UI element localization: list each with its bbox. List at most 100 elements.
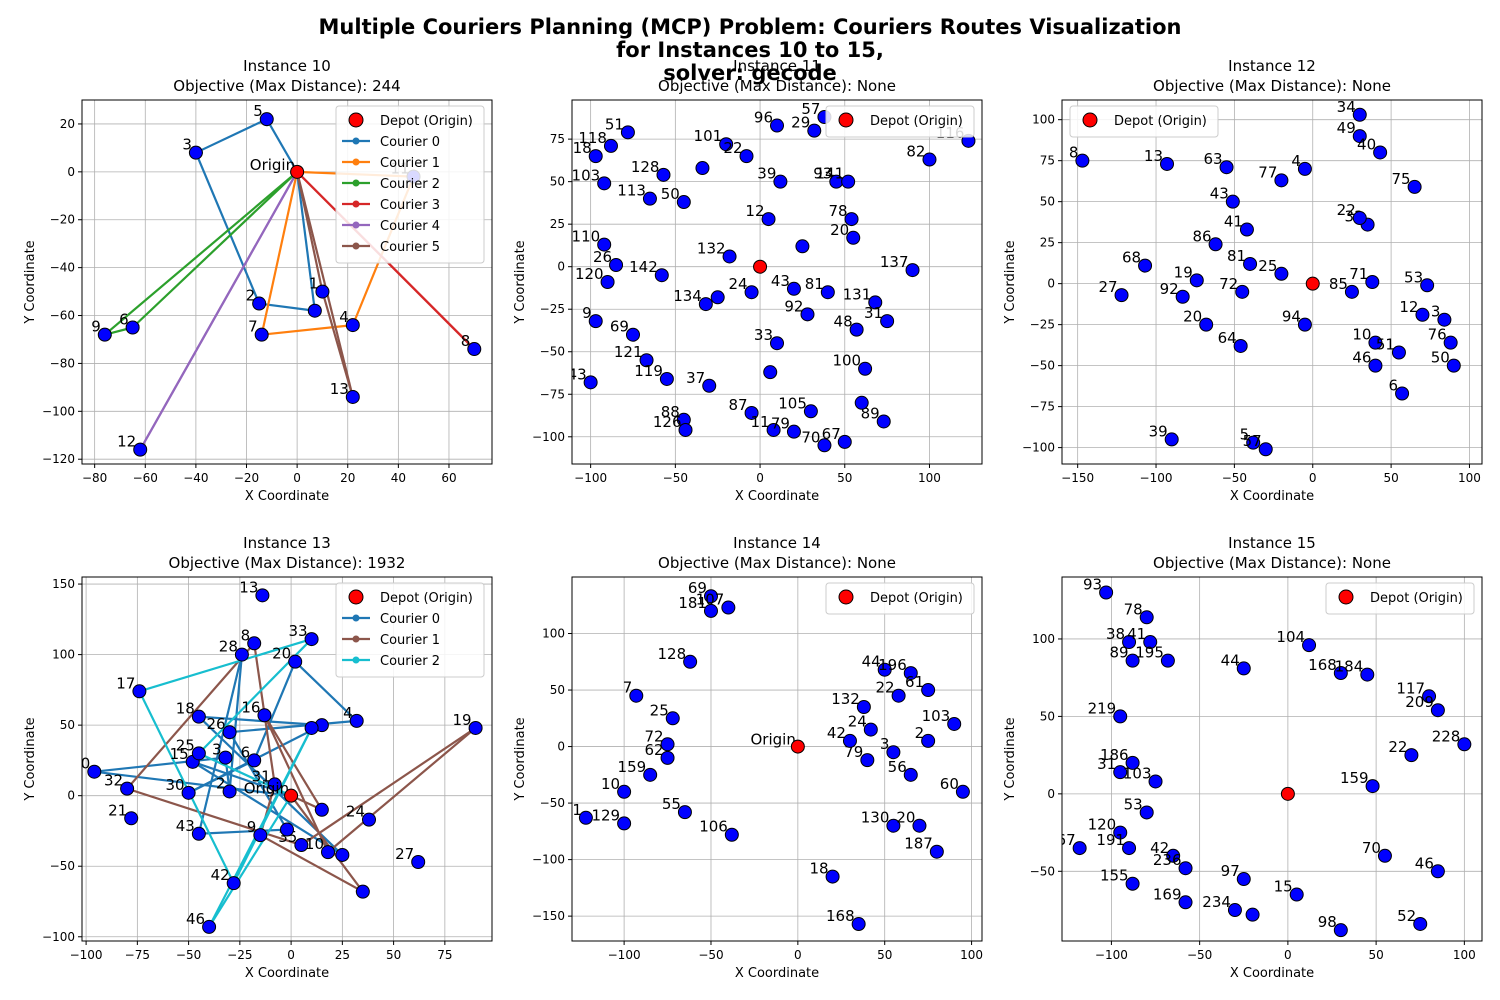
customer-point [1245, 907, 1260, 922]
plot-area [572, 577, 982, 941]
customer-label: 22 [1388, 738, 1407, 756]
customer-label: 10 [305, 835, 324, 853]
y-tick-label: −50 [540, 796, 565, 810]
customer-point [702, 378, 717, 393]
y-tick-label: −100 [42, 404, 75, 418]
subplot-2: −150 −100 −50 0 50 100 −100 −75 −50 −25 0 25 50 75 100… [1003, 57, 1483, 504]
legend-label: Depot (Origin) [1114, 114, 1207, 129]
customer-point [1457, 737, 1472, 752]
customer-point [1189, 273, 1204, 288]
customer-label: 6 [241, 743, 251, 761]
y-tick-label: −100 [1022, 441, 1055, 455]
customer-label: 53 [1404, 268, 1423, 286]
customer-label: 128 [631, 158, 660, 176]
customer-point [763, 365, 778, 380]
customer-label: 5 [253, 102, 263, 120]
legend-label: Courier 0 [380, 612, 440, 627]
customer-point [1404, 748, 1419, 763]
x-tick-label: −25 [227, 948, 252, 962]
customer-point [1227, 903, 1242, 918]
customer-label: 43 [176, 817, 195, 835]
customer-label: 92 [1160, 280, 1179, 298]
customer-point [1113, 825, 1128, 840]
customer-point [1365, 275, 1380, 289]
customer-label: 42 [211, 866, 230, 884]
y-axis-label: Y Coordinate [513, 240, 528, 324]
customer-label: 77 [1258, 163, 1277, 181]
customer-point [719, 137, 734, 152]
customer-label: 28 [219, 638, 238, 656]
customer-point [597, 176, 612, 191]
customer-point [304, 720, 319, 735]
x-tick-label: 50 [386, 948, 401, 962]
customer-label: 85 [1329, 275, 1348, 293]
customer-label: 11 [751, 413, 770, 431]
route-segment [126, 787, 302, 847]
route-segment [94, 756, 226, 773]
y-tick-label: 75 [1040, 154, 1055, 168]
route-segment [265, 118, 299, 173]
plot-frame [571, 99, 983, 465]
customer-point [411, 854, 426, 869]
x-axis-label: X Coordinate [735, 966, 819, 981]
legend-label: Courier 3 [380, 198, 440, 213]
customer-label: 17 [116, 674, 135, 692]
y-tick-label: −120 [42, 452, 75, 466]
customer-label: 57 [1243, 432, 1262, 450]
x-tick-label: −100 [1140, 471, 1173, 485]
customer-point [642, 191, 657, 206]
y-tick-label: 100 [1032, 632, 1055, 646]
route-segment [104, 171, 298, 336]
customer-point [603, 138, 618, 153]
x-tick-label: −100 [574, 471, 607, 485]
customer-label: 9 [247, 818, 257, 836]
customer-label: 93 [1083, 575, 1102, 593]
subplot-3: −100 −75 −50 −25 0 25 50 75 −100 −50 0 50 100 150 Inst… [23, 534, 493, 981]
customer-point [1219, 160, 1234, 175]
x-tick-label: 0 [794, 948, 802, 962]
customer-label: 107 [696, 591, 725, 609]
plot-content: 3449408136347577433322418668271953719212… [1069, 100, 1461, 457]
customer-label: 137 [880, 253, 909, 271]
customer-label: 44 [862, 653, 881, 671]
subplot-subtitle: Objective (Max Distance): None [658, 554, 896, 572]
subplot-title: Instance 14 [733, 534, 821, 552]
customer-point [851, 917, 866, 932]
customer-point [609, 257, 624, 272]
x-tick-label: −50 [698, 948, 723, 962]
customer-point [656, 167, 671, 182]
customer-label: 104 [1276, 628, 1305, 646]
customer-label: 88 [661, 403, 680, 421]
customer-point [660, 750, 675, 765]
legend: Depot (Origin) [825, 582, 975, 615]
customer-label: 120 [1088, 816, 1117, 834]
figure-title-line-3: solver: gecode [663, 61, 837, 85]
customer-point [922, 152, 937, 167]
y-tick-label: 100 [542, 627, 565, 641]
customer-label: 87 [728, 396, 747, 414]
legend-box [825, 582, 975, 615]
x-tick-label: −60 [133, 471, 158, 485]
customer-label: 25 [176, 736, 195, 754]
customer-point [120, 781, 135, 796]
legend-depot-marker [838, 589, 854, 605]
depot-point [284, 788, 299, 803]
plot-frame [1061, 576, 1483, 942]
subplot-5: −100 −50 0 50 100 −50 0 50 100 Instance 15 Objecti… [1003, 534, 1483, 981]
y-tick-label: 20 [60, 117, 75, 131]
y-tick-label: −25 [1030, 318, 1055, 332]
customer-point [795, 239, 810, 254]
y-tick-label: 50 [60, 718, 75, 732]
depot-point [790, 739, 805, 754]
x-axis-label: X Coordinate [245, 489, 329, 504]
customer-label: 4 [1291, 152, 1301, 170]
customer-label: 21 [108, 801, 127, 819]
customer-label: 132 [697, 239, 726, 257]
customer-label: 12 [1399, 298, 1418, 316]
customer-label: 31 [1097, 755, 1116, 773]
customer-label: 63 [1203, 150, 1222, 168]
customer-label: 20 [1183, 308, 1202, 326]
customer-label: 46 [1352, 349, 1371, 367]
customer-point [288, 654, 303, 669]
route-segment [126, 642, 256, 790]
